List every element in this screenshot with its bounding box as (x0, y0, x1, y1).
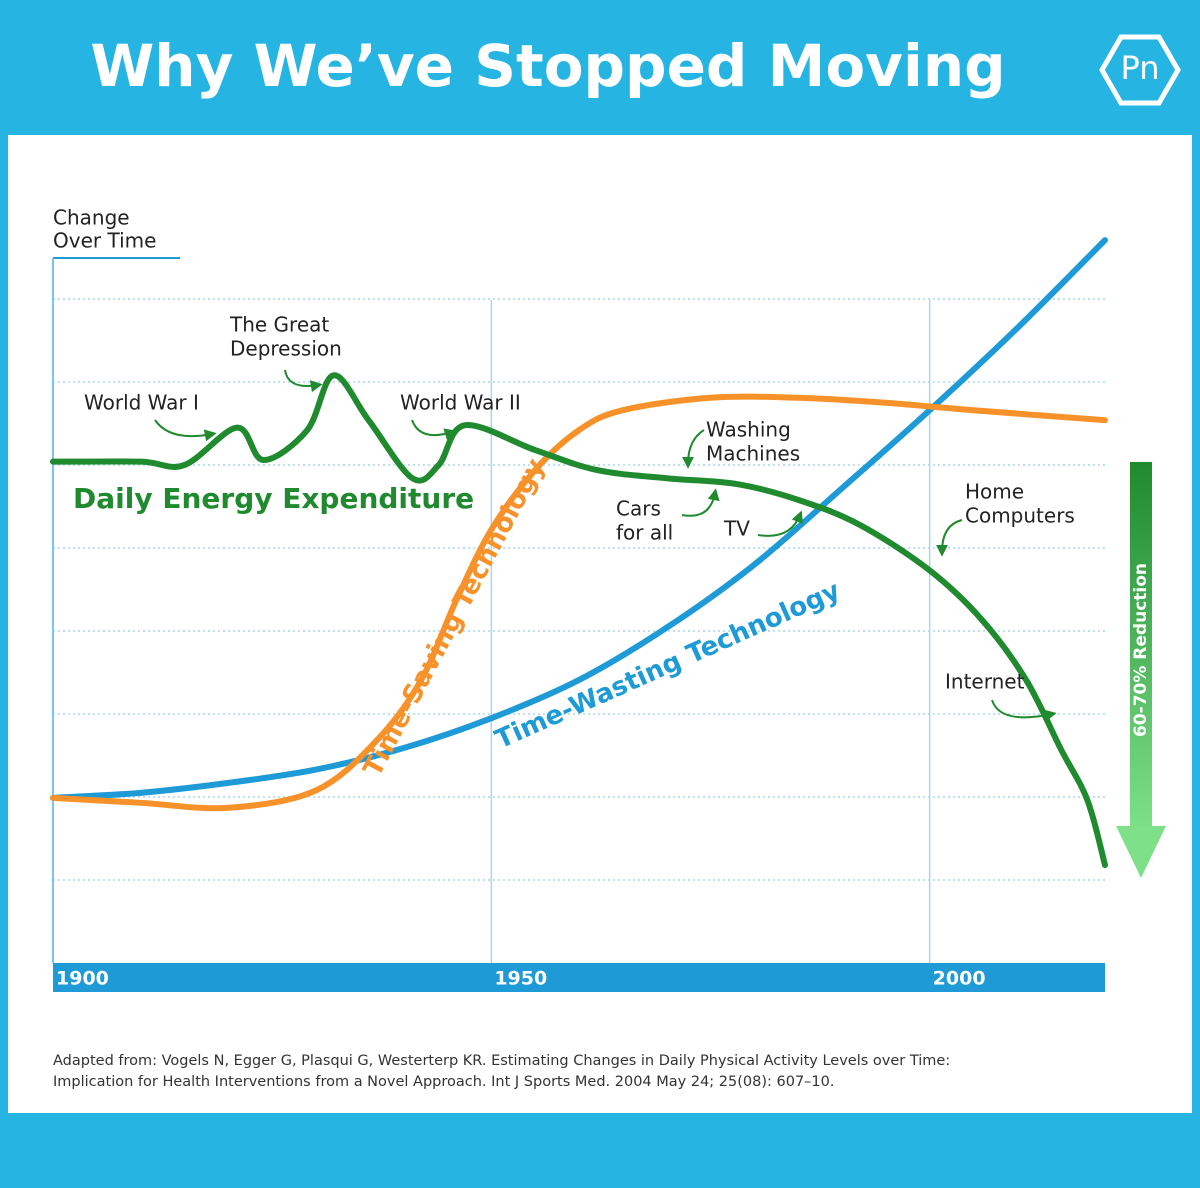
annotation: for all (616, 521, 673, 545)
annotation: Washing (706, 418, 791, 442)
series-label: Daily Energy Expenditure (73, 482, 474, 515)
annotation: Home (965, 480, 1024, 504)
reduction-arrowhead (1116, 826, 1166, 878)
arrow (411, 419, 457, 440)
annotation: Machines (706, 442, 800, 466)
annotation: TV (723, 517, 750, 541)
annotation: Computers (965, 504, 1075, 528)
series-line (50, 372, 1108, 869)
logo: Pn (1120, 49, 1159, 87)
x-tick-label: 2000 (933, 968, 986, 990)
arrow (757, 510, 803, 537)
chart-title: Why We’ve Stopped Moving (90, 32, 1005, 100)
annotation: World War I (84, 391, 199, 415)
arrow (154, 419, 217, 442)
logo-hexagon (1099, 34, 1181, 106)
annotation-arrows (154, 369, 1057, 722)
reduction-arrow (1130, 462, 1152, 832)
arrow (284, 369, 323, 393)
annotation: Depression (230, 337, 342, 361)
annotation: The Great (229, 313, 329, 337)
arrow (681, 488, 720, 517)
arrow (936, 519, 963, 557)
series-line (50, 393, 1108, 812)
arrow (682, 429, 705, 469)
arrow (991, 699, 1057, 722)
annotation: World War II (400, 391, 521, 415)
annotation: Internet (945, 670, 1025, 694)
source: Adapted from: Vogels N, Egger G, Plasqui… (53, 1053, 950, 1069)
reduction-label: 60-70% Reduction (1131, 563, 1151, 737)
x-tick-label: 1950 (494, 968, 547, 990)
annotation: Cars (616, 497, 661, 521)
panel (8, 135, 1192, 1113)
x-axis-bar (53, 963, 1105, 992)
x-tick-label: 1900 (56, 968, 109, 990)
y-axis-label: Over Time (53, 229, 156, 253)
y-axis-label: Change (53, 206, 130, 230)
source: Implication for Health Interventions fro… (53, 1074, 834, 1090)
